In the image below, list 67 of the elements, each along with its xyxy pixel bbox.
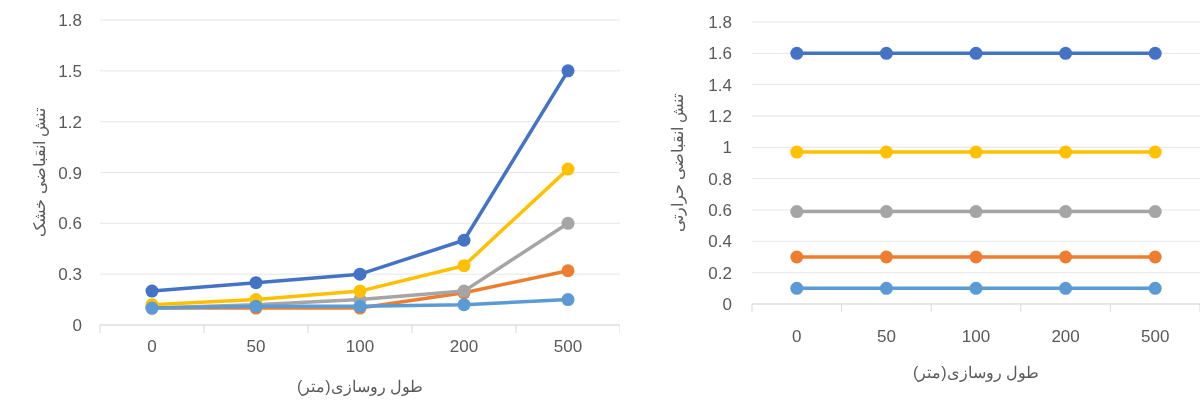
point <box>879 205 893 219</box>
point <box>457 298 471 312</box>
point <box>969 281 983 295</box>
point <box>790 46 804 60</box>
y-tick-label: 1.5 <box>58 61 82 81</box>
x-tick-label: 100 <box>345 337 375 356</box>
x-tick-label: 100 <box>961 327 991 346</box>
y-tick-label: 1.2 <box>58 112 82 132</box>
point <box>249 276 263 290</box>
point <box>561 216 575 230</box>
y-tick-label: 1 <box>722 138 732 158</box>
point <box>969 250 983 264</box>
point <box>1148 46 1162 60</box>
point <box>1059 46 1073 60</box>
y-tick-label: 1.4 <box>708 75 732 95</box>
point <box>879 281 893 295</box>
point <box>1148 145 1162 159</box>
point <box>1059 250 1073 264</box>
point <box>457 259 471 273</box>
y-axis-title: تنش انقباضی حرارتی <box>669 93 687 233</box>
point <box>790 281 804 295</box>
point <box>969 145 983 159</box>
y-tick-label: 1.6 <box>708 44 732 64</box>
y-tick-label: 1.2 <box>708 107 732 126</box>
x-tick-label: 500 <box>1141 327 1170 346</box>
point <box>1148 205 1162 219</box>
point <box>1059 281 1073 295</box>
point <box>353 267 367 281</box>
x-tick-label: 200 <box>449 337 479 356</box>
x-axis-title: طول روسازی(متر) <box>912 364 1040 382</box>
y-tick-label: 1.8 <box>58 11 82 30</box>
point <box>457 233 471 247</box>
point <box>1148 281 1162 295</box>
y-tick-label: 0 <box>722 295 732 314</box>
point <box>879 145 893 159</box>
x-axis-title: طول روسازی(متر) <box>296 378 424 396</box>
x-tick-label: 500 <box>553 337 583 356</box>
point <box>561 264 575 278</box>
x-tick-label: 0 <box>792 327 802 346</box>
point <box>353 284 367 298</box>
point <box>790 205 804 219</box>
x-tick-label: 50 <box>246 337 266 356</box>
y-tick-label: 0.2 <box>708 263 732 283</box>
x-tick-label: 0 <box>147 337 157 356</box>
y-tick-label: 1.8 <box>708 13 732 32</box>
point <box>969 205 983 219</box>
x-tick-label: 200 <box>1051 327 1080 346</box>
y-tick-label: 0.3 <box>58 265 82 285</box>
y-tick-label: 0.9 <box>58 163 82 183</box>
point <box>879 46 893 60</box>
point <box>790 145 804 159</box>
point <box>1148 250 1162 264</box>
point <box>969 46 983 60</box>
y-tick-label: 0.4 <box>708 232 732 252</box>
x-tick-label: 50 <box>876 327 896 346</box>
point <box>561 293 575 307</box>
point <box>879 250 893 264</box>
point <box>145 284 159 298</box>
y-tick-label: 0.6 <box>708 201 732 220</box>
point <box>1059 145 1073 159</box>
y-tick-label: 0.6 <box>58 214 82 234</box>
y-axis-title: تنش انقباضی خشک <box>31 108 49 237</box>
point <box>790 250 804 264</box>
point <box>561 162 575 176</box>
point <box>1059 205 1073 219</box>
point <box>561 64 575 78</box>
y-tick-label: 0.8 <box>708 169 732 189</box>
